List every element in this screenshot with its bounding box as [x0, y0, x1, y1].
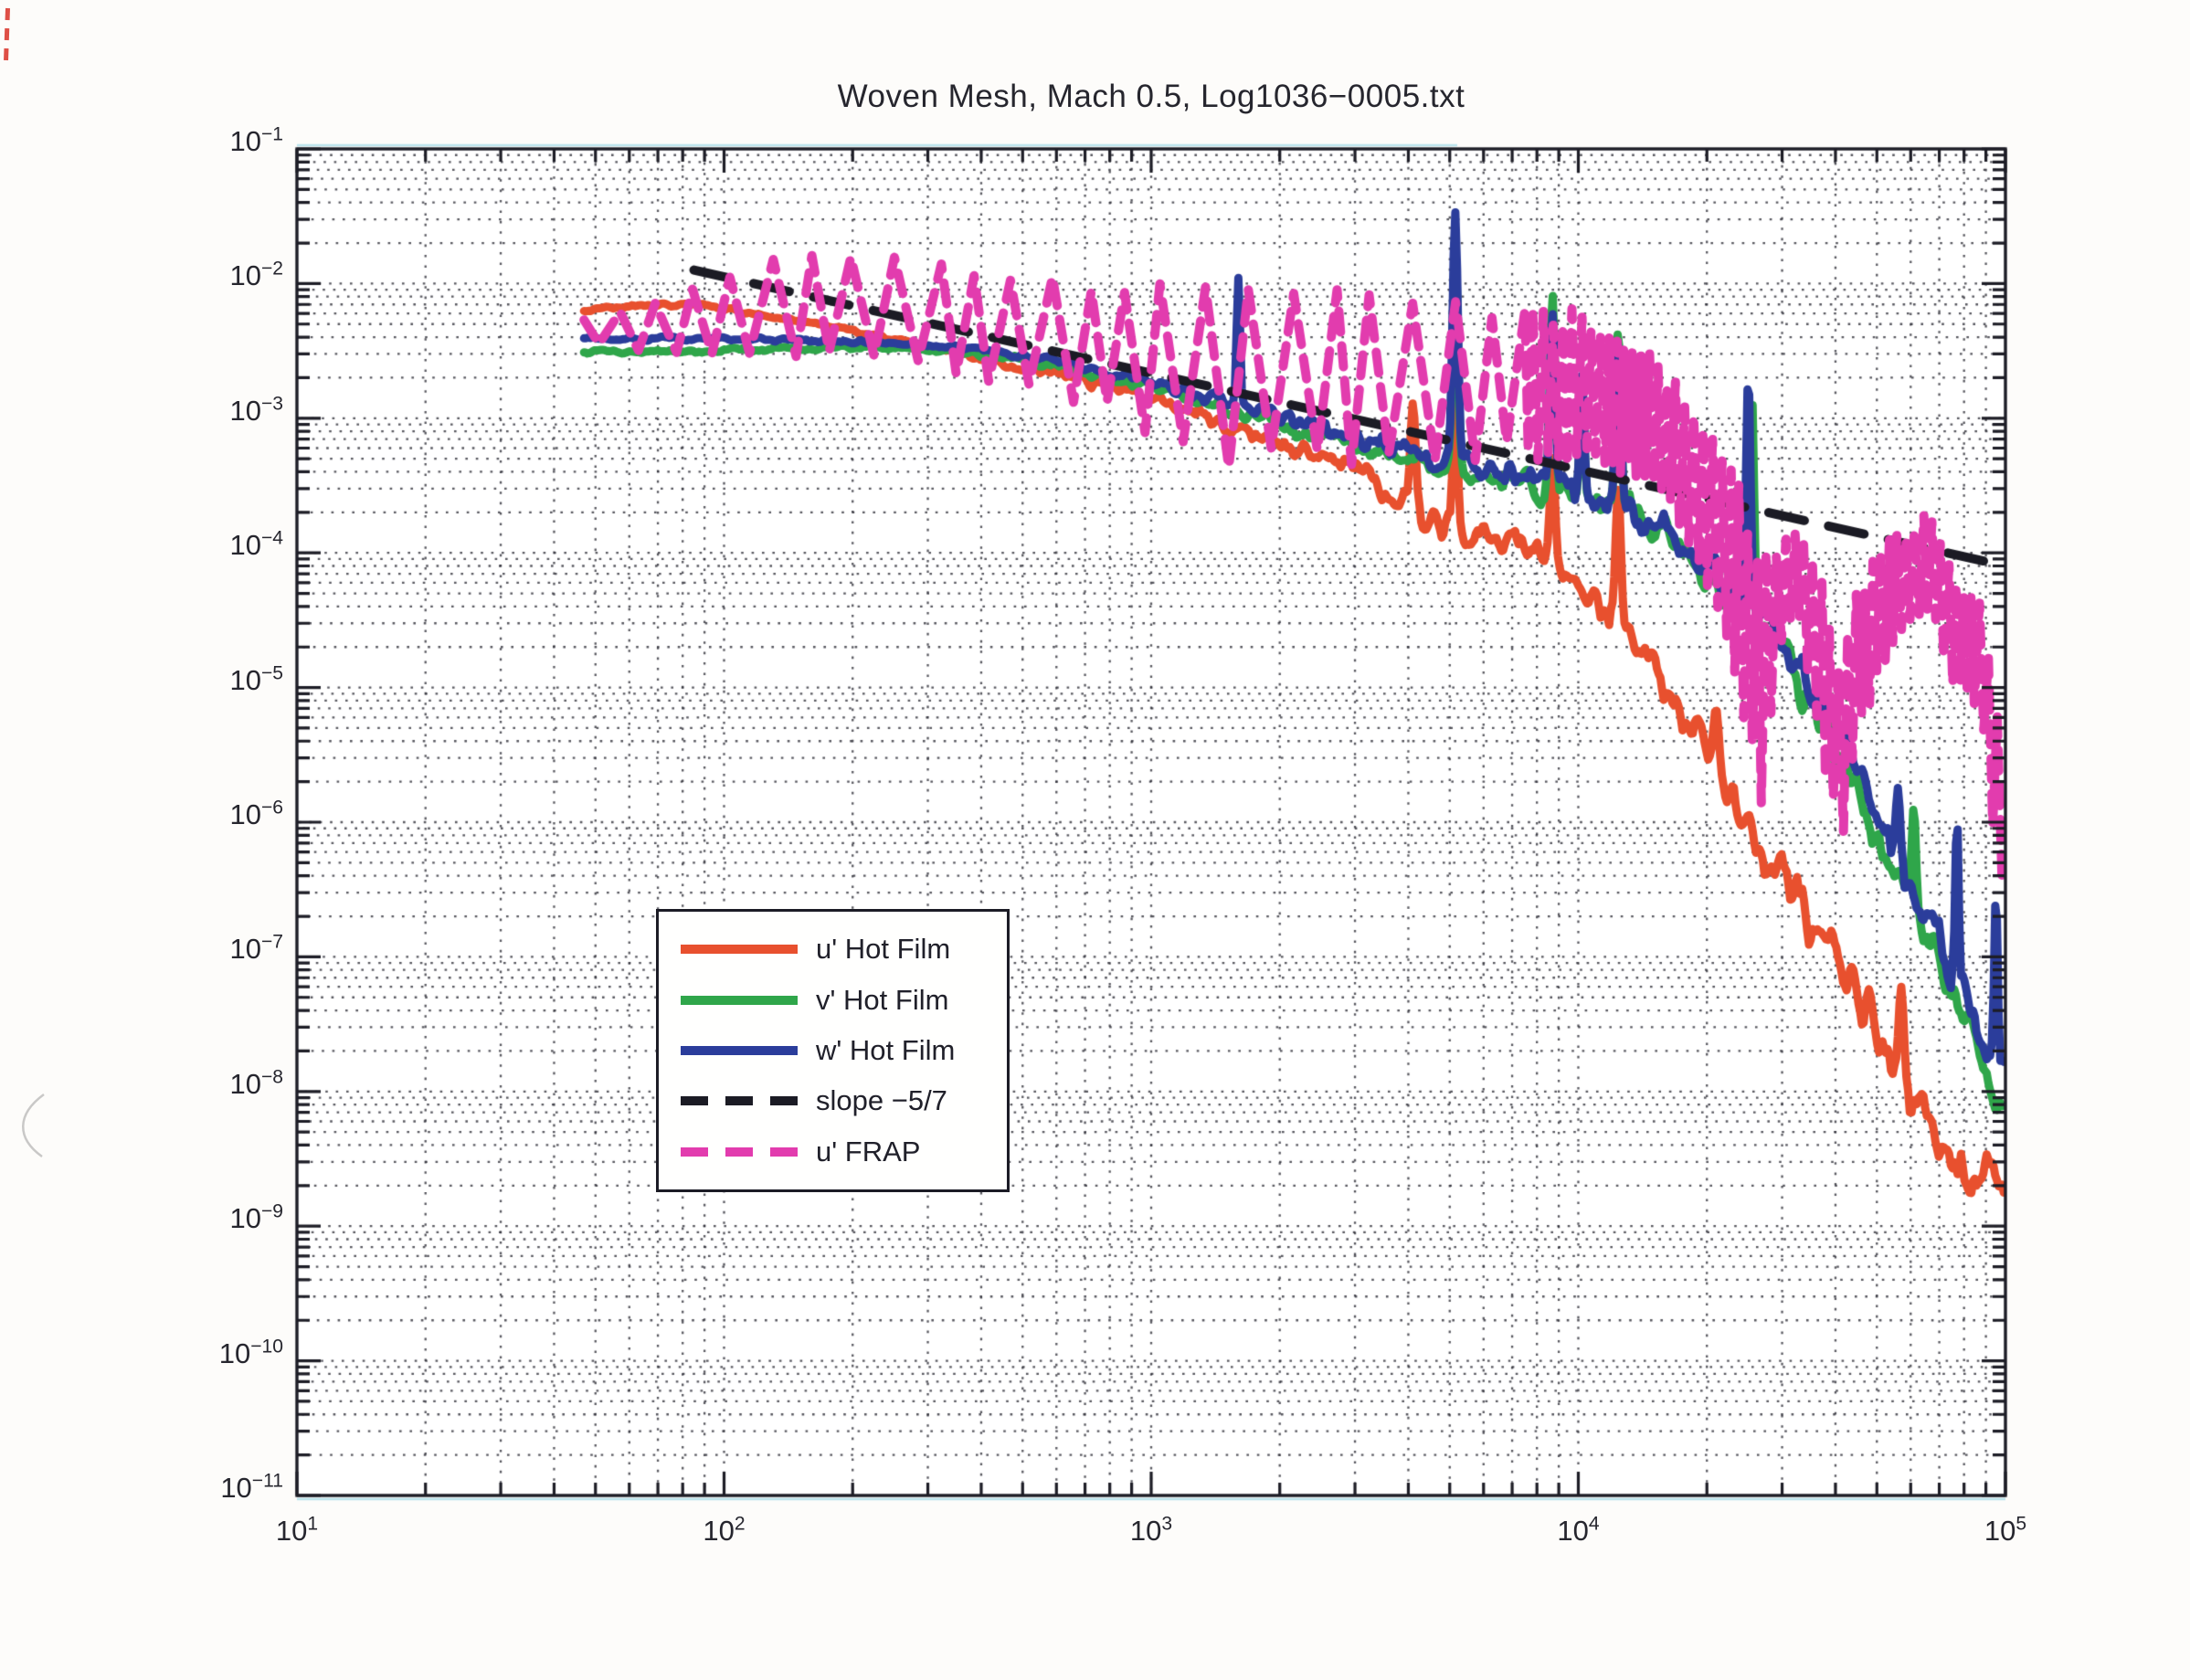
legend-line-sample-u-hot-film [681, 945, 798, 955]
x-tick-label: 102 [703, 1513, 746, 1547]
legend-item-u-hot-film: u' Hot Film [659, 933, 1007, 966]
legend-line-sample-v-hot-film [681, 995, 798, 1005]
chart-title: Woven Mesh, Mach 0.5, Log1036−0005.txt [837, 79, 1465, 114]
y-tick-label: 10−10 [218, 1336, 283, 1369]
legend-item-w-hot-film: w' Hot Film [659, 1034, 1007, 1067]
y-tick-label: 10−8 [229, 1066, 283, 1100]
legend-item-v-hot-film: v' Hot Film [659, 984, 1007, 1017]
legend-box: u' Hot Film v' Hot Film w' Hot Film slop… [656, 909, 1010, 1192]
y-tick-label: 10−6 [229, 797, 283, 830]
x-tick-label: 101 [275, 1513, 319, 1547]
legend-line-sample-slope [681, 1096, 798, 1106]
x-tick-label: 105 [1984, 1513, 2027, 1547]
legend-label-slope: slope −5/7 [816, 1084, 947, 1117]
legend-label-w-hot-film: w' Hot Film [816, 1033, 956, 1066]
x-tick-label: 104 [1557, 1513, 1600, 1547]
x-tick-label: 103 [1129, 1513, 1173, 1547]
legend-label-u-frap: u' FRAP [816, 1135, 921, 1168]
y-tick-label: 10−3 [229, 393, 283, 427]
legend-line-sample-u-frap [681, 1146, 798, 1157]
y-tick-label: 10−9 [229, 1200, 283, 1235]
y-tick-label: 10−5 [229, 662, 283, 696]
legend-line-sample-w-hot-film [681, 1045, 798, 1055]
legend-item-u-frap: u' FRAP [659, 1136, 1007, 1168]
y-tick-label: 10−11 [220, 1470, 283, 1504]
legend-item-slope: slope −5/7 [659, 1084, 1007, 1117]
scan-artifact-pencil-arc [22, 1093, 45, 1158]
legend-label-u-hot-film: u' Hot Film [816, 933, 951, 966]
y-tick-label: 10−7 [229, 932, 283, 966]
legend-label-v-hot-film: v' Hot Film [816, 983, 949, 1016]
y-tick-label: 10−1 [229, 123, 283, 157]
y-tick-label: 10−2 [229, 259, 283, 292]
y-tick-label: 10−4 [229, 527, 283, 562]
